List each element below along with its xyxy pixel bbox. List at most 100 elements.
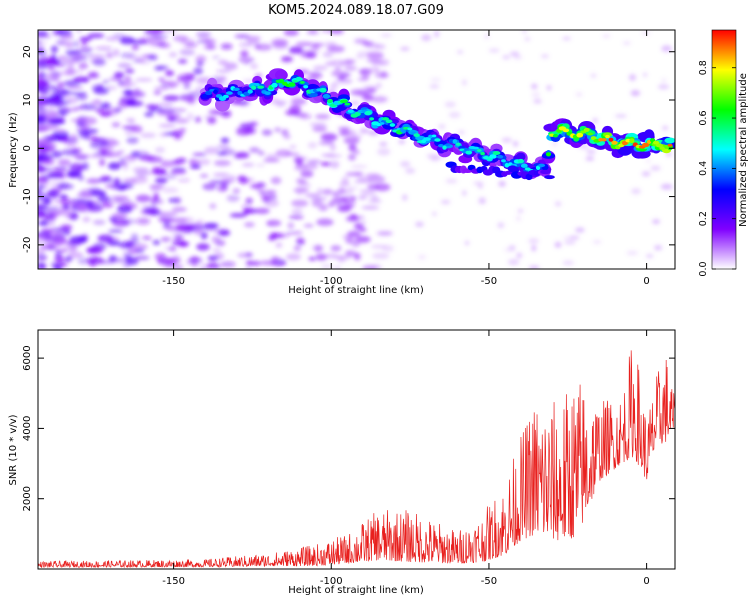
noise-blob bbox=[160, 80, 179, 89]
noise-blob bbox=[445, 178, 458, 184]
noise-blob bbox=[623, 41, 631, 45]
noise-blob bbox=[379, 142, 388, 146]
snr-y-axis-label: SNR (10 * v/v) bbox=[8, 414, 19, 485]
noise-blob bbox=[38, 77, 46, 85]
noise-blob bbox=[517, 209, 524, 213]
noise-blob bbox=[290, 97, 307, 106]
noise-blob bbox=[109, 217, 118, 222]
noise-blob bbox=[204, 146, 219, 155]
noise-blob bbox=[244, 35, 261, 42]
noise-blob bbox=[239, 122, 254, 129]
noise-blob bbox=[180, 77, 195, 81]
noise-blob bbox=[355, 54, 366, 59]
noise-blob bbox=[38, 72, 45, 78]
noise-blob bbox=[42, 201, 51, 205]
noise-blob bbox=[220, 43, 233, 50]
noise-blob bbox=[97, 196, 111, 203]
snr-x-axis-label: Height of straight line (km) bbox=[288, 585, 424, 596]
noise-blob bbox=[362, 85, 379, 91]
noise-blob bbox=[255, 208, 270, 215]
noise-blob bbox=[75, 93, 88, 101]
noise-blob bbox=[380, 33, 392, 37]
noise-blob bbox=[325, 154, 343, 158]
noise-blob bbox=[643, 72, 648, 77]
noise-blob bbox=[153, 91, 162, 95]
noise-blob bbox=[236, 128, 250, 136]
noise-blob bbox=[92, 58, 106, 67]
noise-blob bbox=[531, 91, 541, 98]
x-tick-label: 0 bbox=[643, 576, 649, 587]
noise-blob bbox=[312, 65, 328, 71]
noise-blob bbox=[245, 252, 253, 257]
ridge-blob bbox=[629, 138, 635, 144]
noise-blob bbox=[289, 144, 297, 150]
noise-blob bbox=[44, 222, 56, 226]
noise-blob bbox=[126, 136, 139, 144]
noise-blob bbox=[288, 215, 304, 219]
noise-blob bbox=[193, 228, 204, 236]
noise-blob bbox=[150, 34, 169, 39]
snr-panel: -150 -100 -50 0 2000 4000 6000 Height of stra… bbox=[8, 329, 676, 596]
noise-blob bbox=[552, 141, 558, 147]
snr-x-ticks: -150 -100 -50 0 bbox=[162, 330, 650, 587]
noise-blob bbox=[320, 162, 331, 166]
noise-blob bbox=[309, 197, 328, 201]
noise-blob bbox=[90, 107, 109, 111]
noise-blob bbox=[124, 255, 133, 262]
noise-blob bbox=[661, 45, 672, 52]
noise-blob bbox=[38, 196, 51, 201]
noise-blob bbox=[554, 241, 562, 248]
colorbar-ticks: 0.0 0.2 0.4 0.6 0.8 bbox=[698, 60, 736, 277]
noise-blob bbox=[516, 215, 521, 222]
noise-blob bbox=[245, 197, 253, 204]
noise-blob bbox=[266, 219, 282, 227]
colorbar: 0.0 0.2 0.4 0.6 0.8 Normalized spectral ampl… bbox=[698, 29, 749, 277]
ridge-blob bbox=[382, 117, 389, 121]
noise-blob bbox=[340, 204, 355, 209]
noise-blob bbox=[48, 181, 67, 186]
noise-blob bbox=[626, 250, 639, 256]
noise-blob bbox=[68, 243, 80, 248]
noise-blob bbox=[63, 79, 81, 88]
noise-blob bbox=[339, 130, 351, 136]
noise-blob bbox=[88, 154, 104, 158]
noise-blob bbox=[152, 240, 161, 245]
ridge-blob bbox=[590, 136, 597, 141]
noise-blob bbox=[147, 54, 158, 61]
noise-blob bbox=[213, 172, 230, 177]
noise-blob bbox=[347, 186, 359, 190]
noise-blob bbox=[316, 218, 334, 226]
noise-blob bbox=[173, 196, 182, 205]
noise-blob bbox=[195, 220, 204, 224]
ridge-blob bbox=[489, 154, 497, 159]
ridge-blob bbox=[653, 140, 660, 145]
spectrogram-y-axis-label: Frequency (Hz) bbox=[8, 112, 19, 188]
noise-blob bbox=[322, 188, 333, 195]
noise-blob bbox=[179, 216, 194, 224]
noise-blob bbox=[308, 257, 317, 261]
ridge-blob bbox=[434, 138, 441, 142]
spectrogram-background-noise bbox=[38, 30, 673, 269]
noise-blob bbox=[113, 108, 122, 112]
noise-blob bbox=[66, 149, 75, 155]
noise-blob bbox=[337, 187, 346, 195]
noise-blob bbox=[400, 161, 411, 168]
noise-blob bbox=[92, 219, 106, 225]
noise-blob bbox=[38, 41, 48, 46]
ridge-blob bbox=[516, 152, 526, 161]
noise-blob bbox=[457, 50, 463, 54]
noise-blob bbox=[348, 144, 357, 152]
noise-blob bbox=[660, 183, 673, 190]
noise-blob bbox=[367, 199, 383, 204]
noise-blob bbox=[288, 46, 304, 54]
noise-blob bbox=[50, 45, 59, 53]
noise-blob bbox=[348, 129, 357, 137]
noise-blob bbox=[124, 130, 134, 136]
noise-blob bbox=[240, 50, 249, 57]
noise-blob bbox=[216, 151, 227, 156]
noise-blob bbox=[99, 158, 106, 167]
noise-blob bbox=[329, 30, 344, 35]
ridge-blob bbox=[327, 98, 333, 104]
noise-blob bbox=[68, 172, 80, 178]
noise-blob bbox=[38, 82, 49, 91]
